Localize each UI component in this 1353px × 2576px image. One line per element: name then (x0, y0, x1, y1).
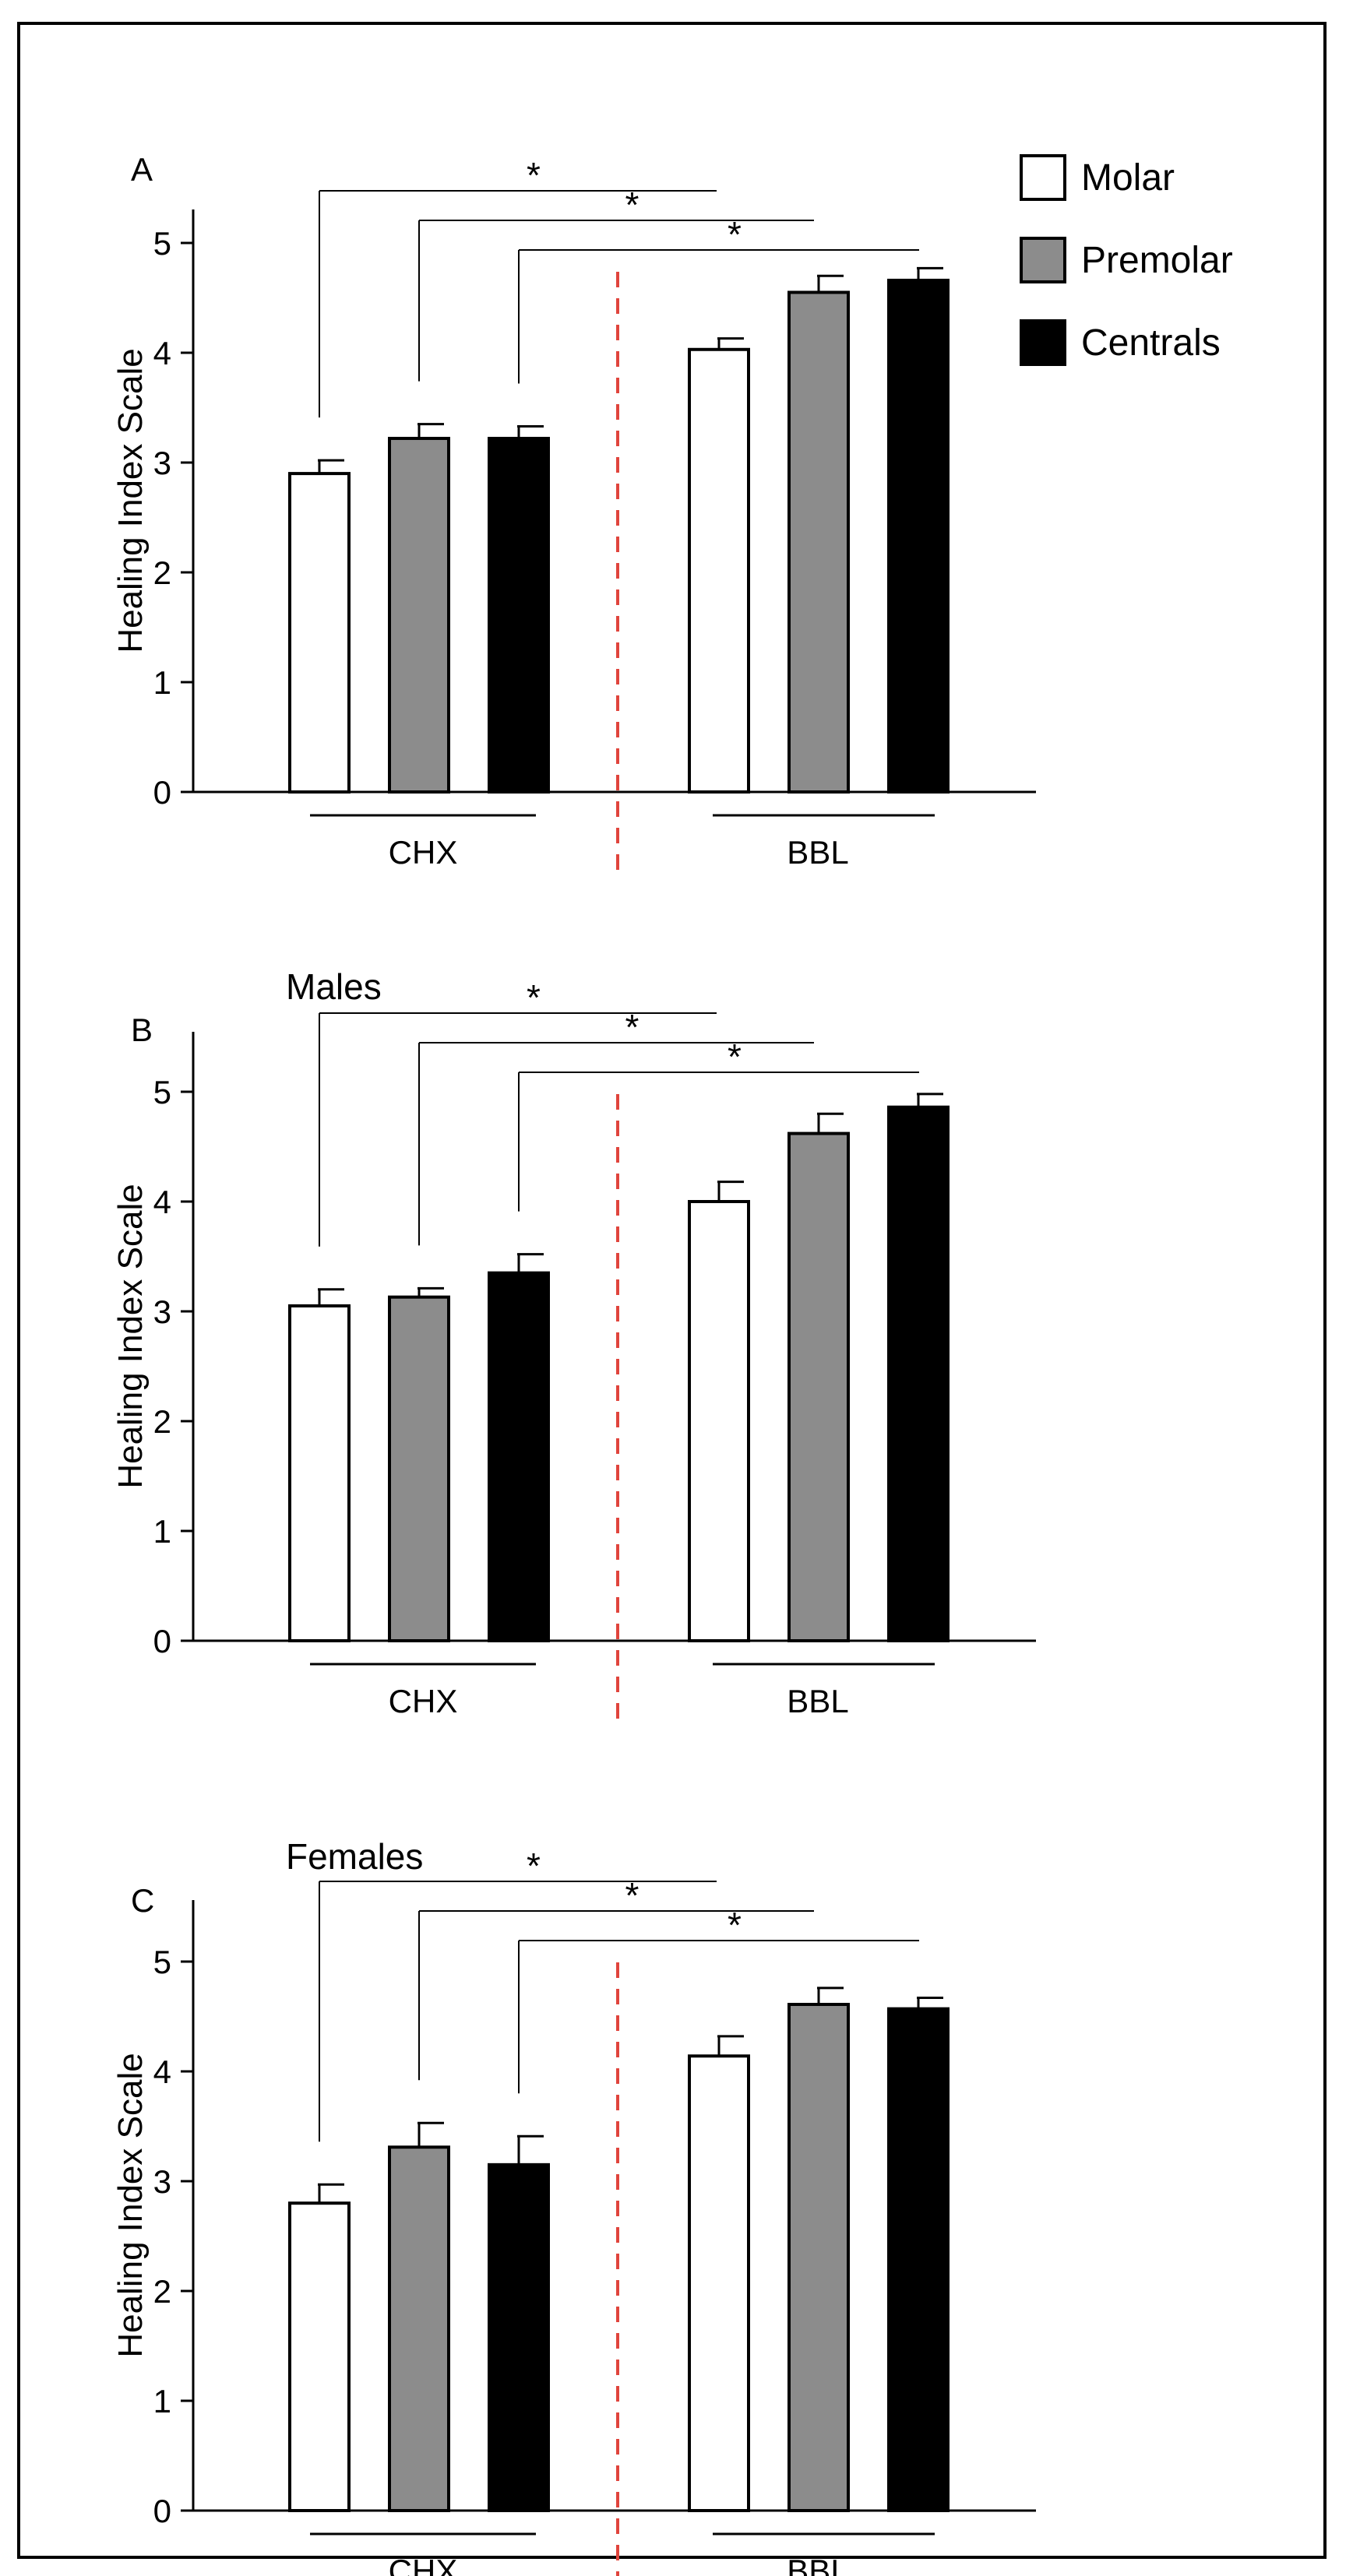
panel-label: A (131, 151, 153, 188)
figure-frame (17, 22, 1327, 2559)
significance-marker: * (625, 1875, 640, 1916)
bar-centrals (488, 436, 550, 794)
bar-premolar (787, 290, 850, 794)
legend-swatch-premolar (1020, 237, 1066, 283)
y-axis-label: Healing Index Scale (111, 348, 150, 653)
legend-swatch-centrals (1020, 319, 1066, 366)
y-tick-label: 0 (153, 1623, 171, 1659)
group-label-bbl: BBL (787, 2553, 848, 2576)
y-tick-label: 2 (153, 2273, 171, 2310)
bar-premolar (388, 2145, 450, 2513)
y-axis-label: Healing Index Scale (111, 2053, 150, 2357)
bar-centrals (488, 2163, 550, 2513)
significance-marker: * (728, 1036, 742, 1077)
group-label-chx: CHX (389, 834, 458, 871)
bar-molar (688, 1200, 750, 1642)
y-tick-label: 2 (153, 1403, 171, 1440)
bar-centrals (887, 1105, 950, 1642)
bar-molar (288, 472, 351, 794)
bar-molar (288, 1304, 351, 1642)
y-tick-label: 5 (153, 225, 171, 262)
group-label-chx: CHX (389, 2553, 458, 2576)
bar-premolar (388, 436, 450, 794)
y-tick-label: 5 (153, 1944, 171, 1980)
legend-label-molar: Molar (1081, 157, 1175, 199)
legend-label-centrals: Centrals (1081, 322, 1221, 364)
y-axis-label: Healing Index Scale (111, 1184, 150, 1488)
significance-marker: * (625, 185, 640, 225)
y-tick-label: 3 (153, 445, 171, 481)
y-tick-label: 1 (153, 2383, 171, 2419)
y-tick-label: 4 (153, 335, 171, 371)
legend-label-premolar: Premolar (1081, 240, 1233, 281)
significance-marker: * (527, 155, 541, 195)
bar-premolar (388, 1295, 450, 1643)
bar-centrals (488, 1271, 550, 1643)
bar-molar (688, 2054, 750, 2512)
significance-marker: * (728, 214, 742, 255)
y-tick-label: 0 (153, 2493, 171, 2529)
significance-marker: * (527, 1846, 541, 1886)
bar-molar (688, 347, 750, 794)
y-tick-label: 1 (153, 1513, 171, 1550)
y-tick-label: 3 (153, 2163, 171, 2200)
group-label-chx: CHX (389, 1683, 458, 1719)
y-tick-label: 3 (153, 1293, 171, 1330)
bar-premolar (787, 1131, 850, 1642)
panel-subtitle: Females (286, 1836, 423, 1877)
y-tick-label: 0 (153, 774, 171, 811)
y-tick-label: 4 (153, 1184, 171, 1220)
significance-marker: * (728, 1905, 742, 1945)
bar-molar (288, 2201, 351, 2512)
y-tick-label: 1 (153, 664, 171, 701)
group-label-bbl: BBL (787, 1683, 848, 1719)
bar-centrals (887, 278, 950, 794)
significance-marker: * (625, 1007, 640, 1047)
y-tick-label: 5 (153, 1074, 171, 1110)
panel-label: B (131, 1012, 153, 1048)
bar-centrals (887, 2007, 950, 2512)
legend-swatch-molar (1020, 154, 1066, 201)
significance-marker: * (527, 977, 541, 1018)
panel-label: C (131, 1882, 154, 1919)
panel-subtitle: Males (286, 966, 382, 1007)
bar-premolar (787, 2002, 850, 2512)
group-label-bbl: BBL (787, 834, 848, 871)
y-tick-label: 4 (153, 2053, 171, 2090)
y-tick-label: 2 (153, 554, 171, 591)
